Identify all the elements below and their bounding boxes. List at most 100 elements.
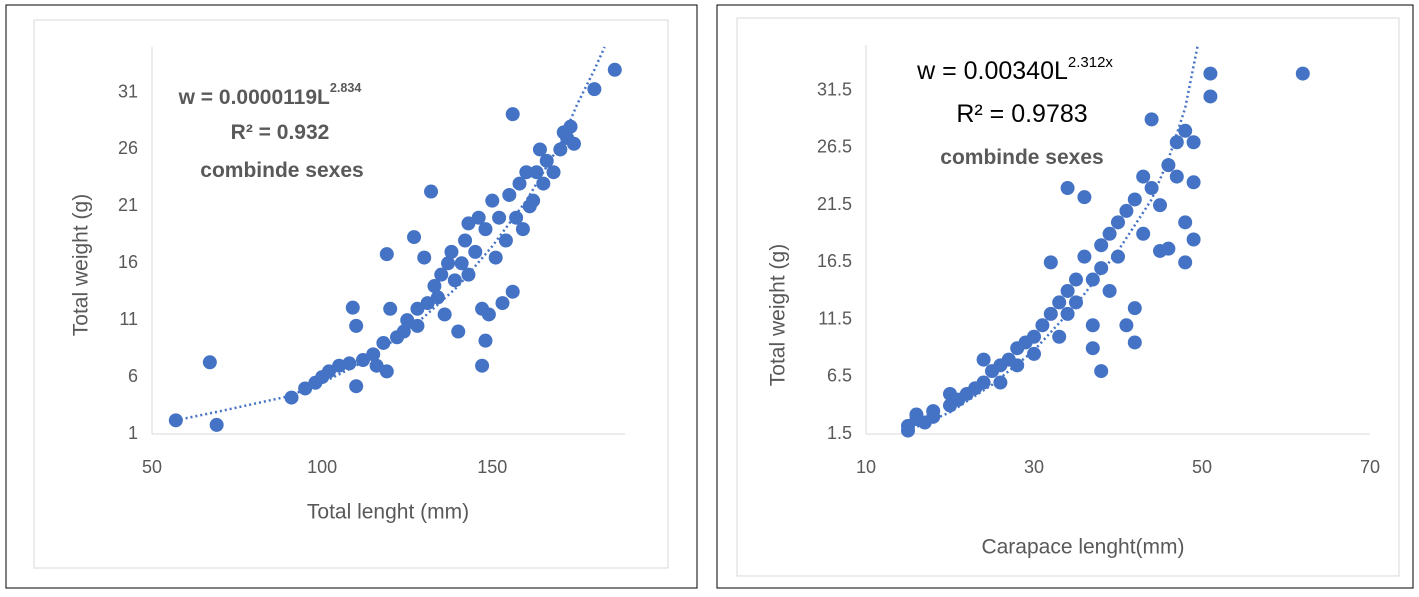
data-point (519, 165, 534, 180)
chart-area (33, 19, 669, 569)
y-tick-label: 11.5 (818, 308, 852, 328)
data-point (1077, 190, 1092, 205)
annotation: R² = 0.9783 (956, 100, 1087, 128)
data-point (458, 233, 473, 248)
y-axis-title: Total weight (g) (767, 244, 790, 386)
data-point (427, 279, 442, 294)
data-point (1111, 215, 1125, 230)
data-point (349, 318, 364, 333)
x-axis-title: Total lenght (mm) (307, 501, 469, 524)
annotation: combinde sexes (200, 159, 363, 182)
y-tick-label: 11 (119, 309, 138, 329)
y-axis-title: Total weight (g) (70, 194, 93, 336)
data-point (926, 404, 941, 419)
data-point (539, 153, 554, 168)
y-tick-label: 6.5 (827, 366, 852, 386)
data-point (1111, 249, 1125, 264)
x-tick-label: 30 (1024, 457, 1044, 477)
data-point (454, 256, 469, 271)
data-point (1186, 175, 1201, 190)
y-tick-label: 1.5 (827, 423, 852, 443)
chart-area (736, 17, 1400, 577)
data-point (376, 335, 391, 350)
data-point (1085, 341, 1100, 356)
annotation-text: combinde sexes (940, 146, 1103, 169)
data-point (424, 184, 439, 199)
data-point (481, 307, 496, 322)
data-point (485, 193, 500, 208)
data-point (451, 324, 466, 339)
data-point (410, 301, 425, 316)
data-point (1060, 283, 1075, 298)
data-point (444, 244, 459, 259)
data-point (1052, 329, 1067, 344)
x-tick-label: 150 (477, 457, 507, 477)
data-point (1094, 364, 1109, 379)
data-point (505, 107, 520, 122)
data-point (976, 375, 991, 390)
data-point (355, 353, 370, 368)
annotation-text: R² = 0.932 (231, 121, 330, 144)
data-point (284, 390, 299, 405)
data-point (1069, 295, 1083, 310)
y-tick-label: 26 (118, 138, 138, 158)
data-point (607, 62, 622, 77)
data-point (441, 256, 456, 271)
data-point (563, 119, 578, 134)
data-point (1127, 301, 1142, 316)
data-point (1060, 181, 1075, 196)
annotation-superscript: 2.834 (330, 81, 362, 95)
annotation-text: w = 0.0000119L (178, 86, 330, 109)
y-tick-label: 21.5 (817, 194, 852, 214)
annotation-text: w = 0.00340L (916, 57, 1068, 85)
data-point (1178, 255, 1193, 270)
y-tick-label: 16.5 (817, 251, 852, 271)
data-point (512, 176, 527, 191)
data-point (468, 244, 483, 259)
data-point (505, 284, 520, 299)
y-tick-label: 26.5 (817, 137, 852, 157)
panel-border (5, 4, 698, 589)
data-point (437, 307, 452, 322)
data-point (1161, 241, 1176, 256)
data-point (383, 301, 398, 316)
data-point (407, 230, 422, 245)
data-point (1027, 329, 1041, 344)
data-point (471, 210, 486, 225)
y-tick-label: 31.5 (817, 80, 852, 100)
data-point (475, 358, 490, 373)
data-point (1186, 135, 1201, 150)
data-point (488, 250, 503, 265)
data-point (410, 318, 425, 333)
data-point (478, 222, 493, 237)
data-point (587, 82, 602, 97)
data-point (461, 267, 476, 282)
data-point (202, 355, 217, 370)
data-point (321, 364, 336, 379)
data-point (498, 233, 513, 248)
y-tick-label: 1 (128, 423, 138, 443)
data-point (553, 142, 568, 157)
data-point (566, 136, 581, 151)
data-point (1035, 318, 1050, 333)
annotation-text: combinde sexes (200, 159, 363, 182)
data-point (345, 300, 360, 315)
data-point (1102, 226, 1117, 241)
data-point (430, 290, 445, 305)
data-point (1043, 255, 1058, 270)
data-point (447, 273, 462, 288)
data-point (1043, 306, 1058, 321)
data-point (1136, 226, 1151, 241)
data-point (1085, 318, 1100, 333)
annotation: w = 0.0000119L2.834 (178, 81, 362, 108)
data-point (1077, 249, 1092, 264)
y-tick-label: 21 (118, 195, 138, 215)
annotation: combinde sexes (940, 146, 1103, 169)
data-point (461, 216, 476, 231)
data-point (976, 352, 991, 367)
data-point (400, 313, 415, 328)
annotation-text: R² = 0.9783 (956, 100, 1087, 128)
annotation: w = 0.00340L2.312x (916, 54, 1113, 85)
x-tick-label: 100 (307, 457, 337, 477)
